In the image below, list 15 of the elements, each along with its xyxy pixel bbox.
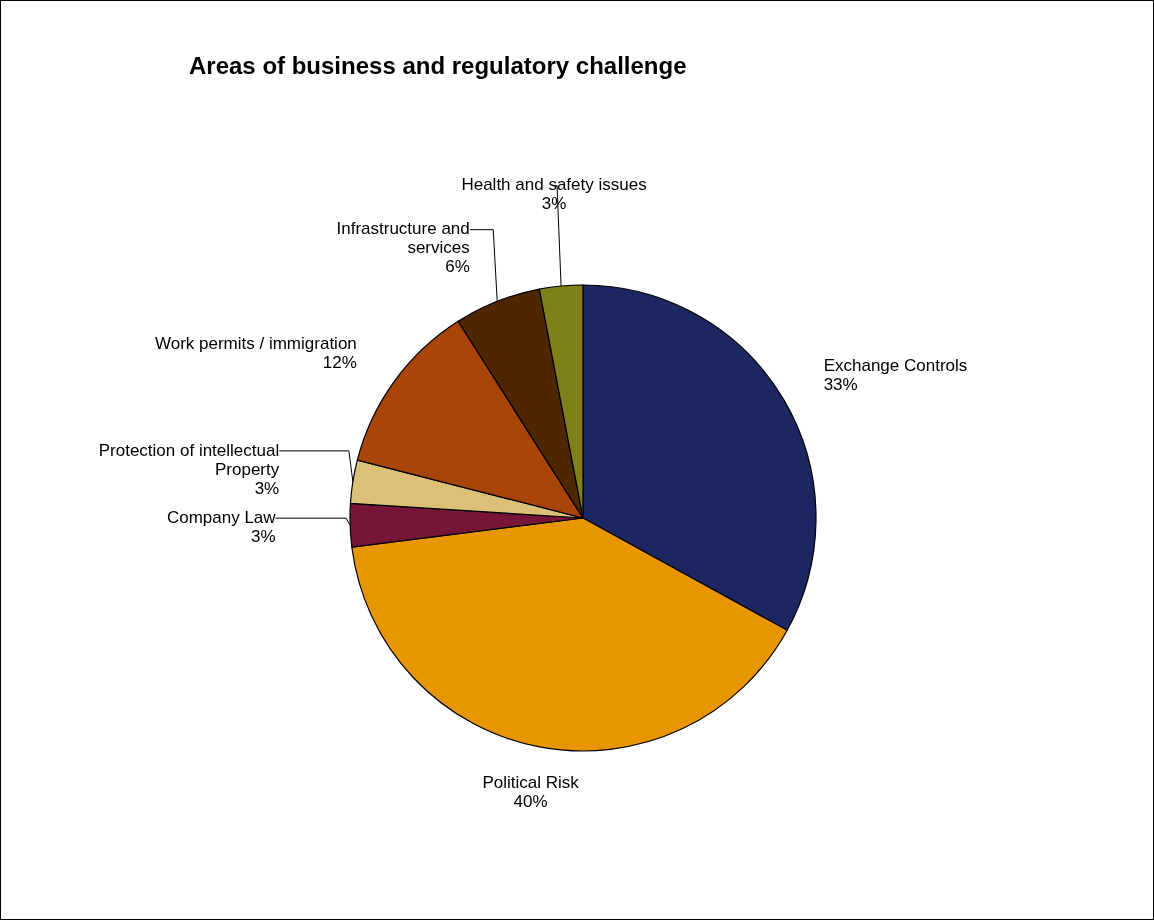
chart-title: Areas of business and regulatory challenge — [189, 52, 687, 79]
data-label: 12% — [322, 352, 357, 372]
slice-label: Company Law — [166, 507, 277, 527]
data-label: 33% — [823, 374, 858, 394]
data-label: 3% — [541, 194, 567, 214]
data-label: 3% — [254, 478, 280, 498]
slice-label: Protection of intellectual Property — [98, 440, 280, 479]
data-label: 3% — [251, 526, 276, 546]
slice-label: Infrastructure and services — [336, 219, 470, 258]
data-label: 6% — [445, 257, 470, 277]
data-label: 40% — [513, 791, 548, 811]
slice-label: Political Risk — [482, 772, 580, 792]
slice-label: Exchange Controls — [823, 355, 968, 375]
slice-label: Work permits / immigration — [154, 333, 357, 353]
slice-label: Health and safety issues — [461, 175, 647, 195]
